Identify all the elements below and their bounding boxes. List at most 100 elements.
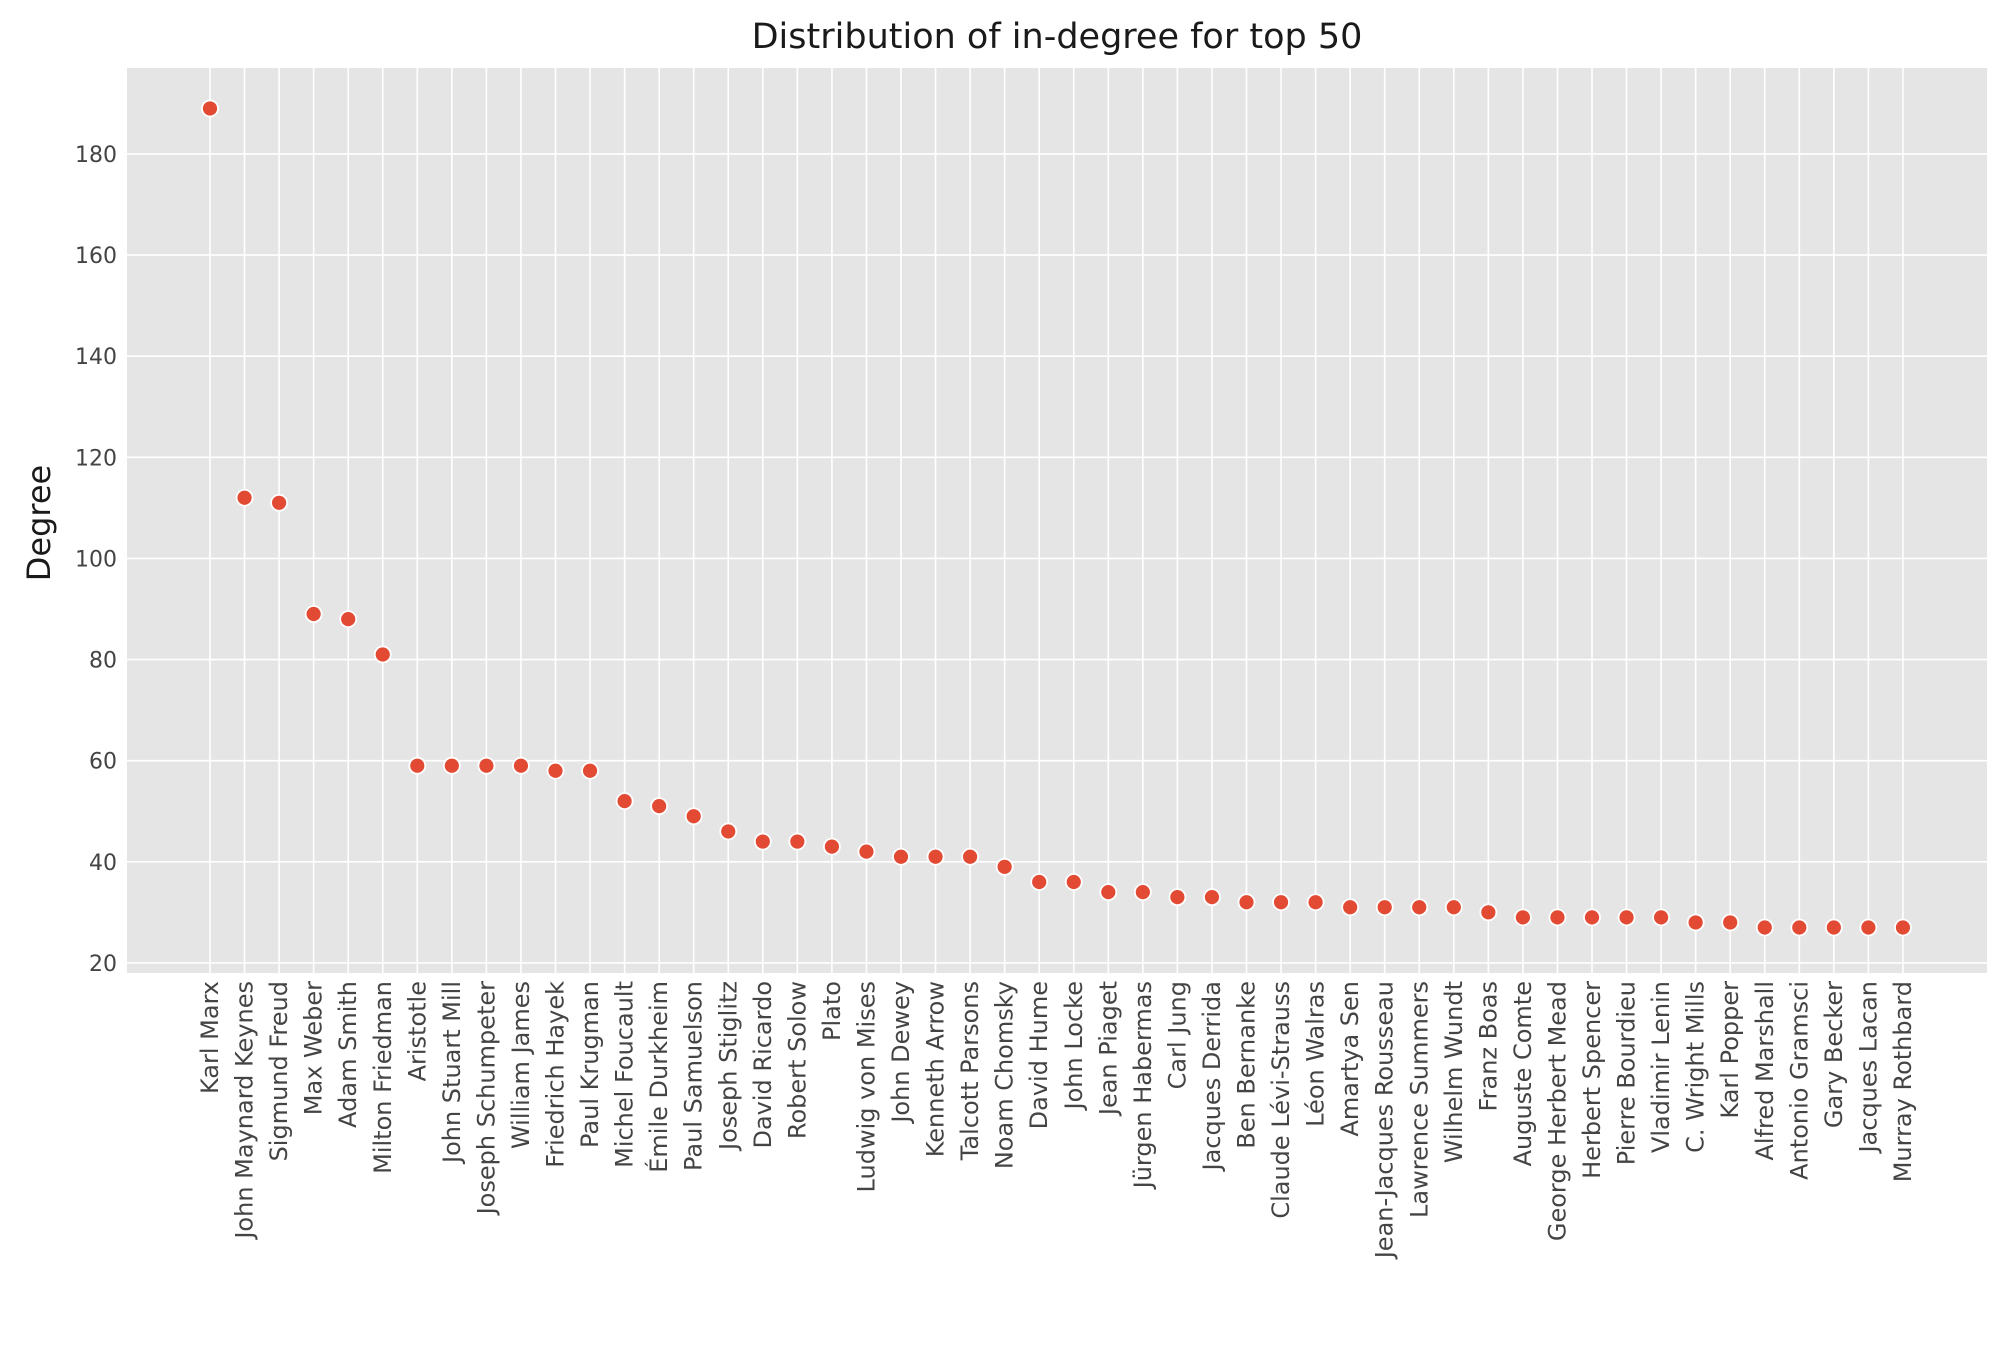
x-tick-label: John Maynard Keynes: [231, 981, 259, 1241]
data-point: [546, 761, 565, 780]
data-point: [1133, 883, 1152, 902]
y-tick-label: 60: [89, 750, 117, 775]
data-point: [1755, 918, 1774, 937]
data-markers: [201, 99, 1912, 937]
x-tick-label: Talcott Parsons: [956, 981, 984, 1161]
data-point: [1583, 908, 1601, 927]
data-point: [1894, 918, 1912, 937]
x-tick-label: Herbert Spencer: [1578, 981, 1606, 1179]
x-tick-label: George Herbert Mead: [1543, 981, 1571, 1241]
x-tick-label: Vladimir Lenin: [1647, 981, 1675, 1153]
x-tick-label: Amartya Sen: [1336, 981, 1364, 1137]
data-point: [1859, 918, 1878, 937]
x-tick-label: Noam Chomsky: [991, 981, 1019, 1169]
x-tick-label: Wilhelm Wundt: [1440, 981, 1468, 1163]
data-point: [408, 756, 427, 775]
x-tick-label: William James: [507, 981, 535, 1149]
x-tick-label: Franz Boas: [1474, 981, 1502, 1111]
data-point: [684, 807, 703, 826]
y-tick-label: 100: [75, 547, 117, 572]
x-tick-label: Jürgen Habermas: [1129, 981, 1157, 1190]
data-point: [1548, 908, 1567, 927]
x-tick-label: Max Weber: [300, 981, 328, 1115]
data-point: [1030, 873, 1049, 891]
data-point: [857, 842, 876, 861]
x-tick-label: Murray Rothbard: [1889, 981, 1917, 1182]
data-point: [442, 756, 461, 775]
data-point: [753, 832, 772, 851]
data-point: [1203, 888, 1221, 907]
x-tick-label: John Dewey: [887, 981, 915, 1125]
y-tick-label: 120: [75, 446, 117, 471]
data-point: [270, 493, 289, 512]
x-tick-label: Claude Lévi-Strauss: [1267, 981, 1295, 1219]
data-point: [512, 756, 530, 775]
data-point: [1790, 918, 1809, 937]
x-tick-label: Antonio Gramsci: [1785, 981, 1813, 1180]
y-tick-label: 20: [89, 952, 117, 977]
y-tick-label: 140: [75, 345, 117, 370]
x-tick-label: Robert Solow: [783, 981, 811, 1139]
data-point: [304, 605, 323, 623]
x-tick-label: Ben Bernanke: [1233, 981, 1261, 1149]
data-point: [1375, 898, 1394, 917]
x-tick-label: Jean Piaget: [1094, 981, 1122, 1117]
data-point: [1237, 893, 1256, 912]
x-tick-label: Carl Jung: [1163, 981, 1191, 1089]
data-point: [650, 797, 669, 816]
x-tick-label: Michel Foucault: [611, 981, 639, 1168]
x-tick-labels: Karl Marx John Maynard Keynes Sigmund Freu…: [196, 981, 1917, 1260]
x-tick-label: Adam Smith: [334, 981, 362, 1128]
data-point: [1721, 913, 1740, 932]
data-point: [373, 645, 392, 664]
data-point: [1168, 888, 1187, 907]
x-tick-label: Auguste Comte: [1509, 981, 1537, 1166]
x-tick-label: Kenneth Arrow: [922, 981, 950, 1157]
x-tick-label: Gary Becker: [1820, 981, 1848, 1128]
x-tick-label: Jacques Derrida: [1198, 981, 1226, 1173]
x-tick-label: John Stuart Mill: [438, 981, 466, 1165]
x-tick-label: Jacques Lacan: [1854, 981, 1882, 1155]
x-tick-label: Sigmund Freud: [265, 981, 293, 1161]
y-tick-label: 40: [89, 851, 117, 876]
x-tick-label: Paul Krugman: [576, 981, 604, 1148]
x-tick-label: Pierre Bourdieu: [1613, 981, 1641, 1165]
x-tick-label: Joseph Schumpeter: [472, 981, 500, 1217]
plot-background: [127, 68, 1987, 973]
data-point: [823, 837, 841, 856]
x-tick-label: David Ricardo: [749, 981, 777, 1149]
data-point: [1341, 898, 1360, 917]
data-point: [1099, 883, 1118, 902]
data-point: [1514, 908, 1532, 927]
x-tick-label: John Locke: [1060, 981, 1088, 1111]
data-point: [1479, 903, 1498, 922]
x-tick-label: Milton Friedman: [369, 981, 397, 1174]
data-point: [339, 610, 358, 628]
data-point: [1824, 918, 1843, 937]
data-point: [477, 756, 496, 775]
x-tick-label: Alfred Marshall: [1751, 981, 1779, 1161]
y-axis-label: Degree: [20, 465, 58, 581]
x-tick-label: Plato: [818, 981, 846, 1041]
y-tick-label: 160: [75, 244, 117, 269]
x-tick-label: Paul Samuelson: [680, 981, 708, 1171]
data-point: [1272, 893, 1290, 912]
data-point: [1306, 893, 1325, 912]
data-point: [581, 761, 599, 780]
data-point: [1652, 908, 1670, 927]
x-tick-label: Ludwig von Mises: [852, 981, 880, 1192]
chart-title: Distribution of in-degree for top 50: [752, 17, 1363, 57]
data-point: [1410, 898, 1429, 917]
data-point: [235, 488, 254, 507]
y-tick-label: 80: [89, 649, 117, 674]
data-point: [201, 99, 219, 118]
x-tick-label: Lawrence Summers: [1405, 981, 1433, 1218]
x-tick-label: Émile Durkheim: [644, 981, 673, 1173]
y-tick-label: 180: [75, 143, 117, 168]
x-tick-label: Léon Walras: [1302, 981, 1330, 1127]
data-point: [1444, 898, 1463, 917]
x-tick-label: David Hume: [1025, 981, 1053, 1129]
x-tick-label: C. Wright Mills: [1682, 981, 1710, 1153]
x-tick-label: Jean-Jacques Rousseau: [1371, 981, 1399, 1260]
